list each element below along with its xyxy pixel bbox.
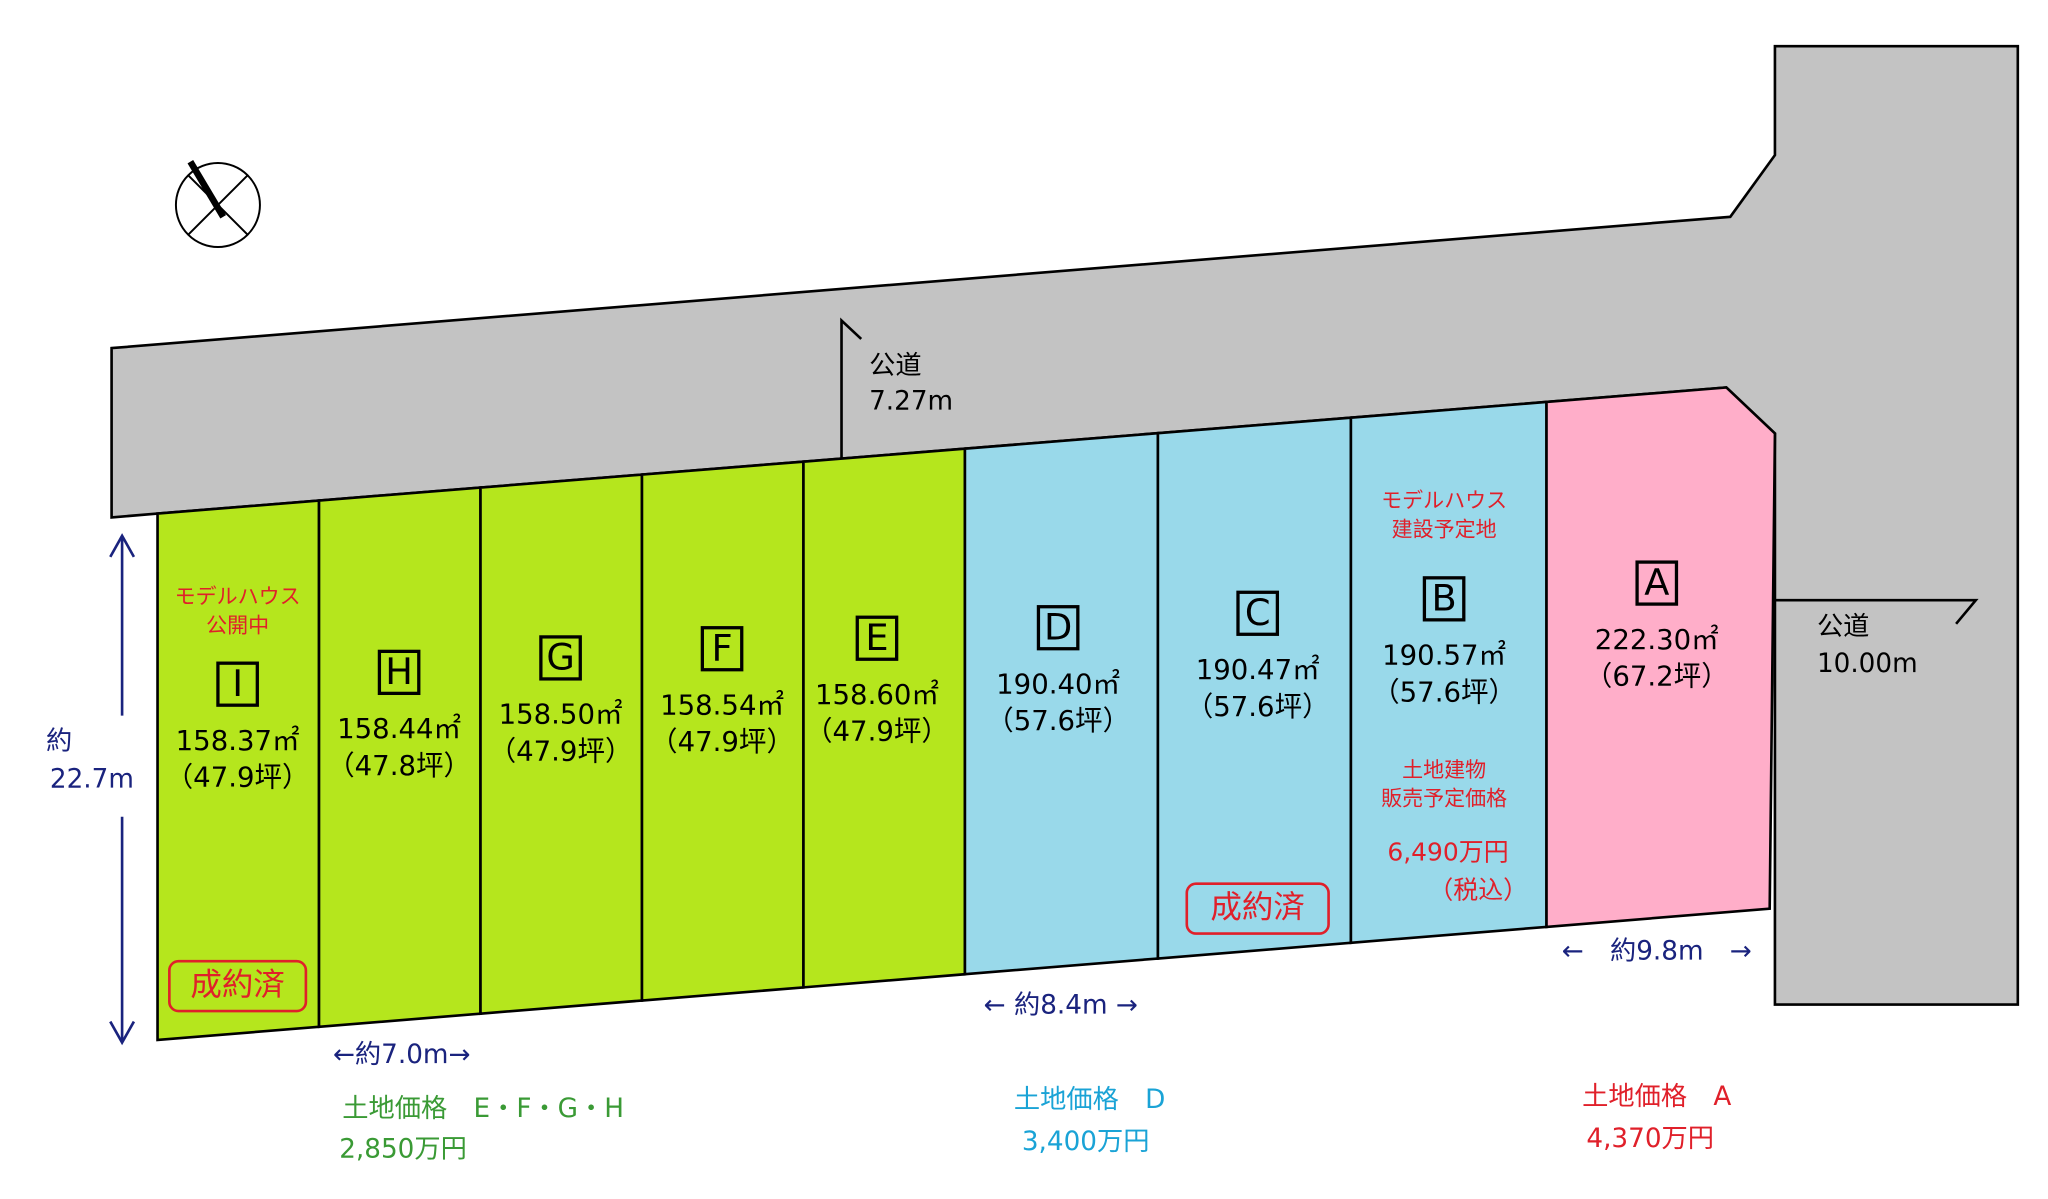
lot-note: モデルハウス [175, 585, 301, 609]
lot [1156, 416, 1353, 960]
lot-id-box [1635, 560, 1679, 606]
road [110, 44, 2020, 1006]
lot-tsubo: （57.6坪） [1186, 691, 1330, 723]
sold-label: 成約済 [1210, 890, 1305, 926]
lot-area: 158.44㎡ [337, 713, 461, 745]
lot-tsubo: （47.9坪） [650, 726, 794, 758]
leader [840, 317, 863, 463]
price-label: 土地価格 E・F・G・H [342, 1094, 624, 1124]
lot [1545, 386, 1777, 929]
lot-id-box [855, 615, 899, 661]
lot-id: E [865, 616, 888, 659]
lot-id-box [539, 635, 582, 681]
lot-area: 190.57㎡ [1382, 640, 1506, 672]
lot-note: 建設予定地 [1392, 518, 1497, 542]
lot-id-box [1236, 590, 1280, 636]
width-label: ← 約8.4m → [984, 990, 1138, 1020]
lot-tsubo: （57.6坪） [986, 705, 1130, 737]
width-label: ← 約9.8m → [1562, 936, 1752, 966]
lot-area: 222.30㎡ [1595, 624, 1719, 656]
sale-tax: （税込） [1428, 876, 1528, 905]
lot-area: 190.40㎡ [996, 668, 1120, 700]
lot-id-box [700, 626, 744, 672]
sold-badge [1185, 882, 1330, 935]
lot-tsubo: （67.2坪） [1585, 661, 1729, 693]
depth-prefix: 約 [46, 726, 72, 756]
lot-id-box [216, 661, 259, 707]
lot-id: A [1644, 561, 1669, 604]
lot-id: B [1431, 577, 1456, 620]
price-label: 土地価格 D [1014, 1085, 1165, 1115]
lot-id-box [1036, 605, 1080, 651]
lot-area: 190.47㎡ [1196, 654, 1320, 686]
lot-id: C [1245, 591, 1271, 634]
lot-id: G [546, 636, 574, 679]
lot-id-box [377, 649, 421, 696]
price: 3,400万円 [1022, 1127, 1150, 1157]
lot-area: 158.54㎡ [660, 689, 784, 721]
road-label: 公道 [869, 351, 922, 381]
lot-tsubo: （47.9坪） [805, 716, 949, 748]
price: 4,370万円 [1586, 1124, 1714, 1154]
leader [1774, 598, 1979, 625]
width-label: ←約7.0m→ [333, 1040, 471, 1070]
lot-id: H [385, 650, 413, 693]
price-label: 土地価格 A [1582, 1082, 1731, 1112]
lot-area: 158.60㎡ [815, 679, 939, 711]
lot-id: I [232, 662, 243, 705]
sold-badge [168, 959, 308, 1013]
price: 2,850万円 [339, 1135, 467, 1165]
lot-id-box [1422, 576, 1466, 622]
lot-tsubo: （47.9坪） [166, 762, 310, 794]
lot-tsubo: （57.6坪） [1372, 676, 1516, 708]
lot-tsubo: （47.8坪） [327, 750, 471, 782]
lot-note: 公開中 [206, 613, 269, 637]
lot [963, 431, 1160, 976]
compass [174, 159, 261, 248]
lot-id: F [711, 627, 732, 670]
lot-area: 158.37㎡ [176, 725, 300, 757]
sale-label: 土地建物 [1402, 758, 1486, 782]
road-width: 7.27m [869, 386, 953, 416]
road-label: 公道 [1817, 612, 1870, 642]
lot-tsubo: （47.9坪） [489, 735, 633, 767]
lot-note: モデルハウス [1381, 489, 1507, 513]
depth-value: 22.7m [50, 765, 134, 795]
sale-label: 販売予定価格 [1381, 787, 1507, 811]
road-width: 10.00m [1817, 649, 1918, 679]
sold-label: 成約済 [190, 967, 285, 1003]
lot-id: D [1044, 606, 1072, 649]
depth-arrow [109, 533, 136, 1046]
sale-price: 6,490万円 [1387, 838, 1508, 867]
lot-area: 158.50㎡ [499, 699, 623, 731]
